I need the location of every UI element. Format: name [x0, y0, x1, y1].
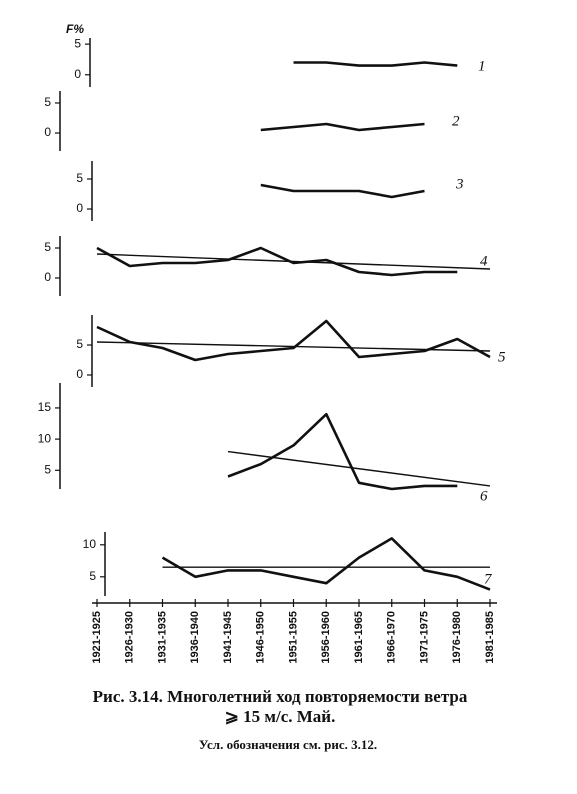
panel-label: 3 [455, 176, 464, 192]
y-tick-label: 0 [76, 201, 83, 215]
data-line [293, 61, 458, 67]
y-tick-label: 0 [44, 125, 51, 139]
x-tick-label: 1926-1930 [124, 611, 136, 664]
data-line [161, 537, 491, 591]
y-tick-label: 5 [44, 240, 51, 254]
data-line [96, 246, 458, 277]
y-tick-label: 15 [38, 400, 52, 414]
y-tick-label: 5 [44, 95, 51, 109]
x-tick-label: 1931-1935 [156, 611, 168, 664]
y-tick-label: 0 [76, 367, 83, 381]
x-tick-label: 1936-1940 [189, 611, 201, 664]
panel-label: 5 [498, 349, 506, 365]
panel-label: 2 [452, 113, 460, 129]
panel-label: 7 [484, 571, 493, 587]
x-tick-label: 1941-1945 [222, 611, 234, 664]
y-tick-label: 5 [76, 171, 83, 185]
y-tick-label: 0 [44, 270, 51, 284]
x-tick-label: 1981-1985 [484, 611, 496, 664]
y-axis-label: F% [66, 22, 84, 36]
caption-line: ⩾ 15 м/с. Май. [225, 707, 336, 726]
panel-label: 4 [480, 253, 488, 269]
y-tick-label: 5 [44, 462, 51, 476]
panel-label: 6 [480, 488, 488, 504]
trend-line [227, 450, 491, 487]
y-tick-label: 5 [76, 337, 83, 351]
y-tick-label: 10 [38, 431, 52, 445]
panel-label: 1 [478, 58, 486, 74]
x-tick-label: 1956-1960 [320, 611, 332, 664]
data-line [96, 319, 491, 362]
data-line [260, 183, 425, 199]
x-tick-label: 1961-1965 [353, 611, 365, 664]
trend-line [96, 253, 491, 270]
data-line [260, 122, 425, 132]
x-tick-label: 1946-1950 [255, 611, 267, 664]
data-line [227, 412, 458, 491]
y-tick-label: 5 [74, 36, 81, 50]
x-tick-label: 1971-1975 [418, 611, 430, 664]
note: Усл. обозначения см. рис. 3.12. [199, 737, 377, 752]
x-tick-label: 1951-1955 [287, 611, 299, 664]
x-tick-label: 1921-1925 [91, 611, 103, 664]
y-tick-label: 5 [89, 569, 96, 583]
x-tick-label: 1966-1970 [386, 611, 398, 664]
y-tick-label: 10 [83, 537, 97, 551]
y-tick-label: 0 [74, 67, 81, 81]
x-tick-label: 1976-1980 [451, 611, 463, 664]
caption-line: Рис. 3.14. Многолетний ход повторяемости… [93, 687, 468, 706]
trend-line [96, 341, 491, 352]
